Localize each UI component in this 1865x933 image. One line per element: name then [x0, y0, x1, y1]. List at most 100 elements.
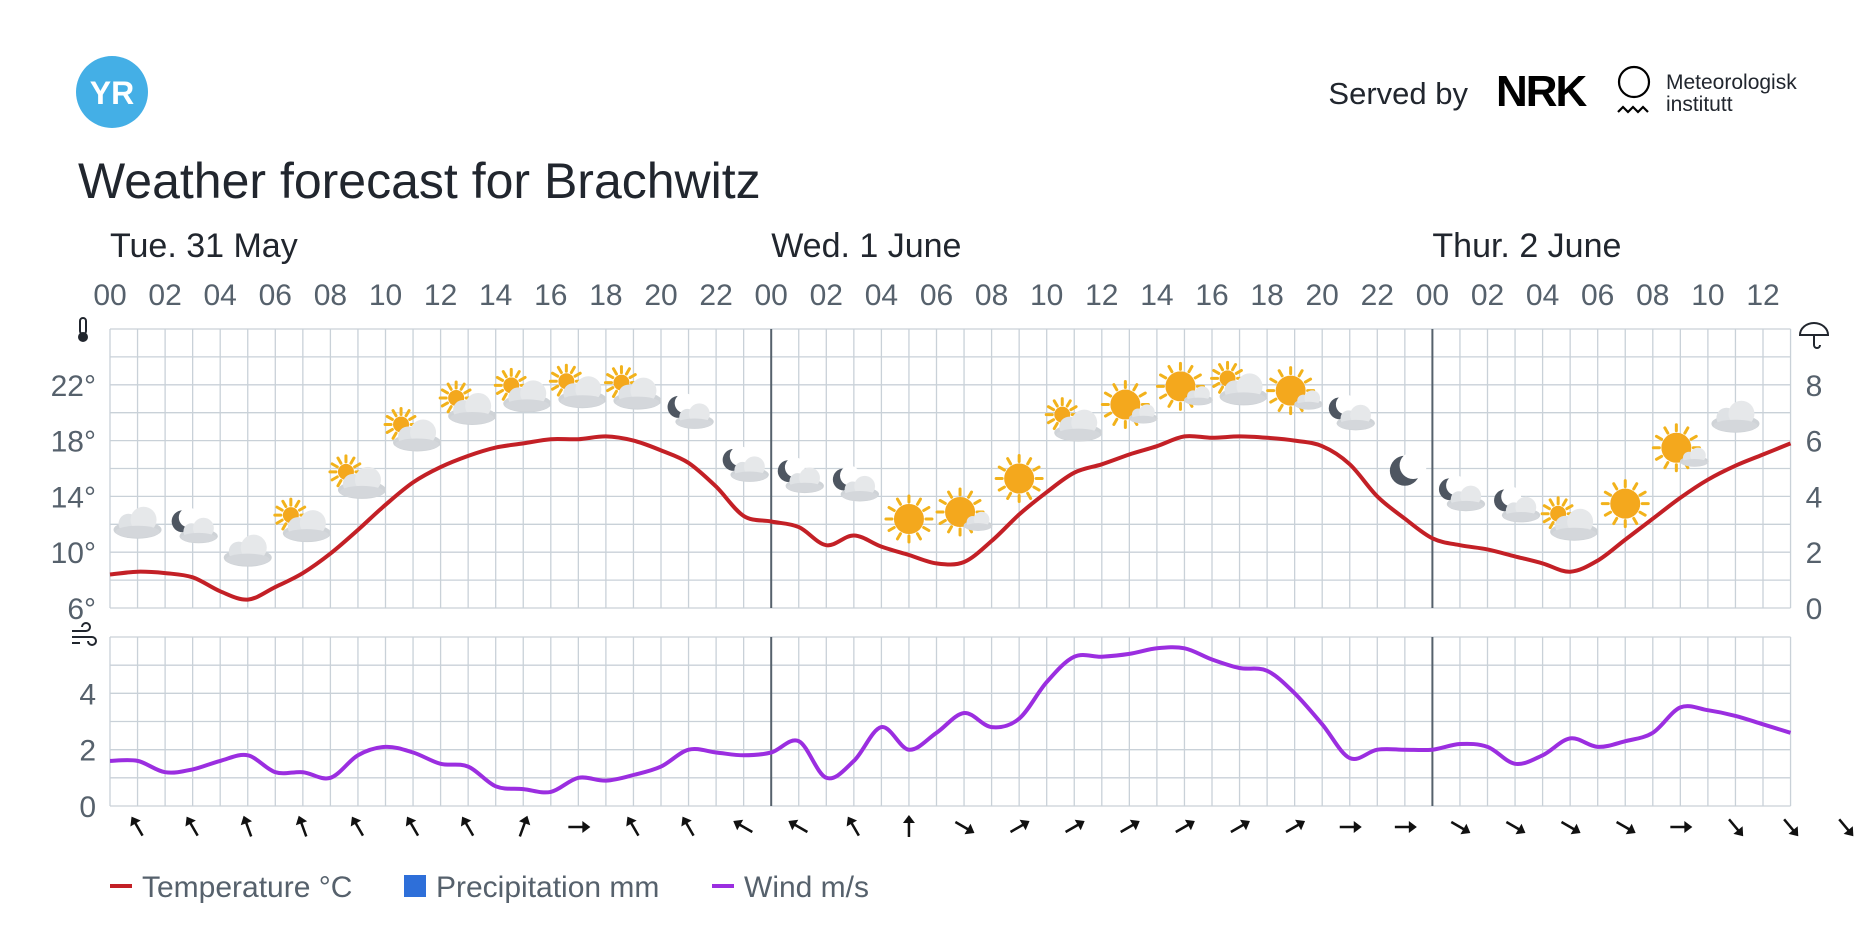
hour-label: 08	[975, 279, 1008, 312]
sun-ray	[938, 498, 947, 505]
cloud-shape	[840, 475, 880, 502]
cloud-shape	[785, 467, 824, 494]
sun-ray	[1103, 391, 1113, 398]
sun-shape	[884, 494, 934, 544]
cloud-shape	[963, 511, 993, 531]
sun-ray	[1663, 426, 1670, 435]
wind-arrow-icon	[1009, 819, 1030, 834]
sun-ray	[1032, 485, 1041, 492]
moon-cut	[674, 393, 695, 413]
legend-item-precipitation[interactable]: Precipitation mm	[404, 871, 659, 904]
cloud-part	[1185, 397, 1212, 405]
wind-arrow-icon	[1670, 821, 1693, 833]
cloud-shape	[282, 510, 331, 543]
sun-ray	[606, 386, 615, 393]
sun-ray	[1167, 399, 1174, 408]
hour-label: 10	[369, 279, 402, 312]
wind-y-tick-label: 2	[79, 735, 96, 768]
sun-ray	[1032, 465, 1041, 472]
hour-label: 04	[865, 279, 898, 312]
moon-cut	[1335, 394, 1356, 415]
moon-cut	[178, 507, 199, 528]
sun-ray	[495, 388, 505, 395]
hour-label: 12	[1085, 279, 1118, 312]
sun-disc	[1610, 488, 1641, 519]
wind-arrow-head	[1733, 826, 1744, 837]
sun-shape	[1651, 423, 1701, 473]
sun-disc	[1004, 463, 1035, 494]
sun-ray	[1277, 403, 1284, 413]
sun-ray	[1159, 393, 1168, 400]
met-institute-logo[interactable]: Meteorologisk institutt	[1617, 65, 1797, 116]
sun-ray	[1132, 383, 1139, 392]
cloud-shape	[675, 403, 714, 429]
temp-y-tick-label: 10°	[51, 537, 96, 570]
weather-symbols	[113, 360, 1760, 567]
weather-partly-cloudy-icon	[603, 365, 662, 410]
cloud-shape	[113, 506, 162, 539]
wind-arrow-head	[626, 816, 637, 827]
cloud-shape	[179, 517, 218, 544]
sun-ray	[1234, 368, 1243, 375]
sun-ray	[922, 525, 931, 532]
wind-arrow-icon	[130, 816, 144, 837]
sun-ray	[391, 409, 398, 418]
wind-arrow-icon	[1175, 819, 1195, 834]
wind-arrow-icon	[460, 816, 475, 837]
sun-ray	[895, 497, 902, 506]
wind-arrow-icon	[1560, 820, 1581, 835]
wind-arrow-head	[295, 815, 308, 826]
wind-arrow-head	[582, 821, 591, 833]
weather-partly-cloudy-icon	[1540, 496, 1599, 541]
cloud-shape	[1550, 508, 1599, 541]
sun-ray	[1046, 418, 1056, 425]
weather-partly-cloudy-icon	[548, 363, 607, 409]
sun-ray	[385, 427, 394, 434]
legend-item-wind[interactable]: Wind m/s	[712, 871, 869, 904]
legend-item-temperature[interactable]: Temperature °C	[110, 871, 352, 904]
sun-ray	[298, 505, 307, 512]
sun-ray	[330, 475, 339, 482]
sun-ray	[1654, 434, 1664, 441]
wind-arrow-head	[1353, 821, 1362, 833]
yr-logo[interactable]: YR	[76, 56, 148, 128]
nrk-logo[interactable]: NRK	[1496, 67, 1590, 116]
sun-ray	[1052, 399, 1059, 408]
cloud-part	[964, 523, 992, 531]
weather-partly-cloudy-icon	[1210, 360, 1268, 406]
wind-arrow-head	[902, 815, 915, 823]
cloud-part	[842, 491, 878, 501]
wind-arrow-head	[518, 815, 531, 826]
hour-label: 06	[1581, 279, 1614, 312]
sun-ray	[275, 518, 284, 525]
cloud-part	[1056, 428, 1101, 441]
wind-arrow-head	[1570, 823, 1581, 835]
sun-ray	[501, 392, 508, 401]
wind-arrow-head	[1843, 826, 1854, 837]
sun-ray	[628, 373, 637, 380]
sun-ray	[408, 414, 417, 421]
weather-night-partly-cloudy-icon	[171, 507, 218, 544]
cloud-part	[1681, 458, 1708, 467]
cloud-part	[1130, 415, 1157, 423]
cloud-shape	[1336, 404, 1375, 431]
weather-cloud-icon	[113, 506, 162, 539]
wind-arrow-head	[130, 816, 141, 827]
cloud-part	[615, 396, 660, 409]
cloud-shape	[337, 466, 386, 499]
yr-logo-text: YR	[90, 75, 134, 111]
hour-label: 18	[1250, 279, 1283, 312]
legend-label-precipitation: Precipitation mm	[436, 871, 659, 904]
legend-label-wind: Wind m/s	[744, 871, 869, 904]
temp-y-tick-label: 18°	[51, 426, 96, 459]
weather-fair-icon	[1155, 361, 1213, 411]
weather-fair-icon	[1266, 366, 1324, 416]
sun-shape	[994, 454, 1044, 504]
sun-ray	[922, 505, 931, 512]
sun-ray	[1167, 364, 1174, 374]
cloud-part	[1221, 392, 1266, 405]
sun-ray	[495, 375, 505, 382]
cloud-shape	[1679, 447, 1709, 467]
wind-y-tick-label: 0	[79, 791, 96, 824]
wind-arrows	[130, 815, 1854, 837]
